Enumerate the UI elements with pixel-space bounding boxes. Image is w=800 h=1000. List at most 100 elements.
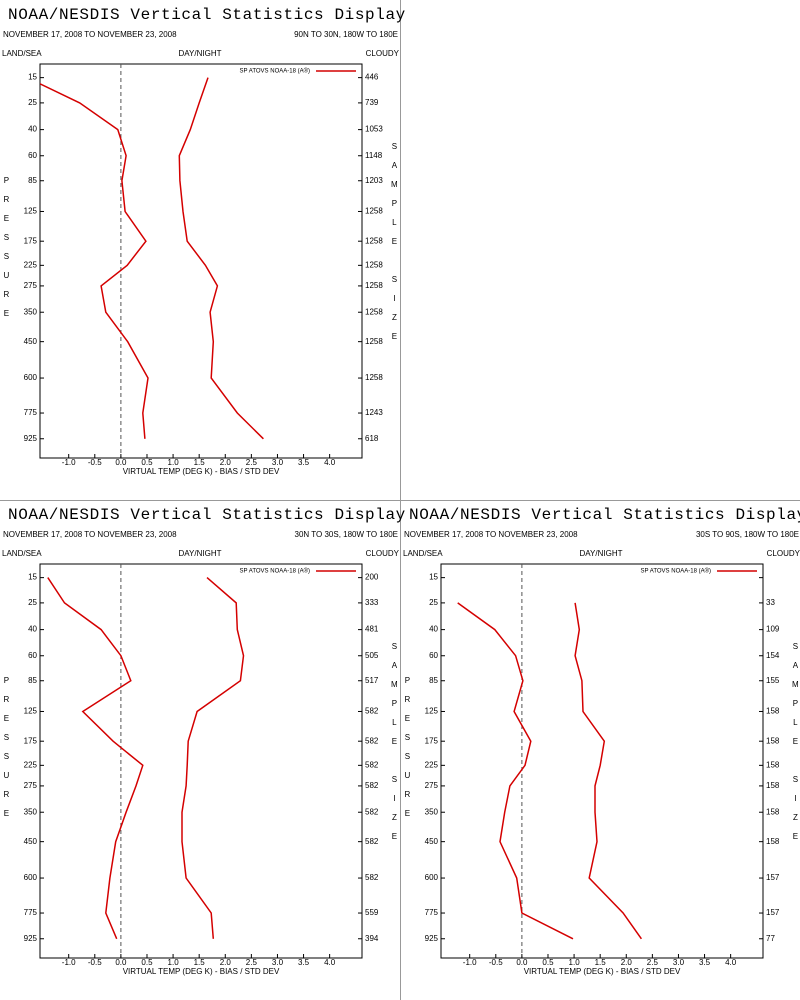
y-tick-label: 275 [24,781,38,790]
sample-size-label: 77 [766,934,775,943]
x-tick-label: 1.5 [194,958,206,967]
y-tick-label: 60 [28,651,37,660]
x-axis-label: VIRTUAL TEMP (DEG K) - BIAS / STD DEV [524,967,681,976]
x-tick-label: 2.0 [621,958,633,967]
x-tick-label: 2.0 [220,458,232,467]
bias-line [457,602,574,940]
y-tick-label: 450 [425,837,439,846]
sample-size-label: 158 [766,807,780,816]
x-tick-label: 2.5 [246,458,258,467]
chart-title: NOAA/NESDIS Vertical Statistics Display [409,506,800,524]
sample-size-label: 739 [365,98,379,107]
sample-size-label: 333 [365,598,379,607]
y-tick-label: 175 [24,236,38,245]
x-tick-label: -1.0 [463,958,477,967]
y-tick-label: 350 [425,807,439,816]
sample-size-label: 109 [766,625,780,634]
x-tick-label: 3.0 [673,958,685,967]
sample-size-label: 1258 [365,281,383,290]
land-sea: LAND/SEA [2,49,42,58]
sample-size-label: 157 [766,908,780,917]
sample-size-label: 582 [365,736,379,745]
x-tick-label: 0.5 [542,958,554,967]
x-tick-label: -0.5 [489,958,503,967]
y-tick-label: 350 [24,807,38,816]
y-tick-label: 125 [24,707,38,716]
cloudy: CLOUDY [767,549,800,558]
x-tick-label: 3.0 [272,958,284,967]
y2-axis-label: SAMPLE SIZE [390,642,399,851]
sample-size-label: 582 [365,707,379,716]
region: 90N TO 30N, 180W TO 180E [294,30,398,39]
x-tick-label: 1.0 [168,958,180,967]
y-tick-label: 275 [425,781,439,790]
y-tick-label: 600 [24,373,38,382]
y-tick-label: 15 [28,573,37,582]
plot-frame [39,563,363,959]
x-tick-label: 2.5 [246,958,258,967]
sample-size-label: 446 [365,73,379,82]
sample-size-label: 33 [766,598,775,607]
x-tick-label: 3.5 [298,958,310,967]
y-tick-label: 15 [28,73,37,82]
y-tick-label: 600 [425,873,439,882]
y-tick-label: 925 [24,434,38,443]
date-range: NOVEMBER 17, 2008 TO NOVEMBER 23, 2008 [404,530,578,539]
y-tick-label: 450 [24,837,38,846]
y-tick-label: 125 [24,207,38,216]
sample-size-label: 158 [766,736,780,745]
x-tick-label: 1.5 [194,458,206,467]
x-tick-label: 1.5 [595,958,607,967]
y-axis-label: PRESSURE [2,176,11,328]
y-tick-label: 600 [24,873,38,882]
chart-panel: NOAA/NESDIS Vertical Statistics Display N… [2,506,405,976]
date-range: NOVEMBER 17, 2008 TO NOVEMBER 23, 2008 [3,30,177,39]
x-tick-label: 1.0 [168,458,180,467]
x-tick-label: -1.0 [62,958,76,967]
bias-line [47,577,144,940]
region: 30N TO 30S, 180W TO 180E [295,530,398,539]
std-dev-line [178,77,264,440]
y-tick-label: 85 [28,176,37,185]
y-tick-label: 775 [425,908,439,917]
y-tick-label: 450 [24,337,38,346]
sample-size-label: 1053 [365,125,383,134]
sample-size-label: 1258 [365,337,383,346]
plot-frame [39,63,363,459]
x-tick-label: 0.0 [115,458,127,467]
chart-panel: NOAA/NESDIS Vertical Statistics Display N… [403,506,800,976]
x-tick-label: -0.5 [88,458,102,467]
y-tick-label: 225 [24,760,38,769]
sample-size-label: 394 [365,934,379,943]
std-dev-line [181,577,245,939]
y-tick-label: 85 [429,676,438,685]
plot-frame [440,563,764,959]
y2-axis-label: SAMPLE SIZE [390,142,399,351]
sample-size-label: 1258 [365,207,383,216]
y-tick-label: 25 [28,598,37,607]
sample-size-label: 618 [365,434,379,443]
y-tick-label: 175 [24,736,38,745]
y-tick-label: 85 [28,676,37,685]
y-tick-label: 40 [429,625,438,634]
legend-label: SP ATOVS NOAA-18 (A®) [240,568,310,575]
land-sea: LAND/SEA [2,549,42,558]
x-tick-label: 4.0 [324,458,336,467]
y-tick-label: 60 [28,151,37,160]
sample-size-label: 158 [766,707,780,716]
x-tick-label: 0.0 [516,958,528,967]
sample-size-label: 155 [766,676,780,685]
y-tick-label: 40 [28,125,37,134]
sample-size-label: 1258 [365,373,383,382]
y-tick-label: 15 [429,573,438,582]
x-tick-label: 4.0 [324,958,336,967]
sample-size-label: 200 [365,573,379,582]
sample-size-label: 1258 [365,236,383,245]
sample-size-label: 582 [365,873,379,882]
chart-title: NOAA/NESDIS Vertical Statistics Display [8,6,406,24]
x-tick-label: 3.5 [699,958,711,967]
x-tick-label: -1.0 [62,458,76,467]
y-tick-label: 25 [28,98,37,107]
y-tick-label: 350 [24,307,38,316]
